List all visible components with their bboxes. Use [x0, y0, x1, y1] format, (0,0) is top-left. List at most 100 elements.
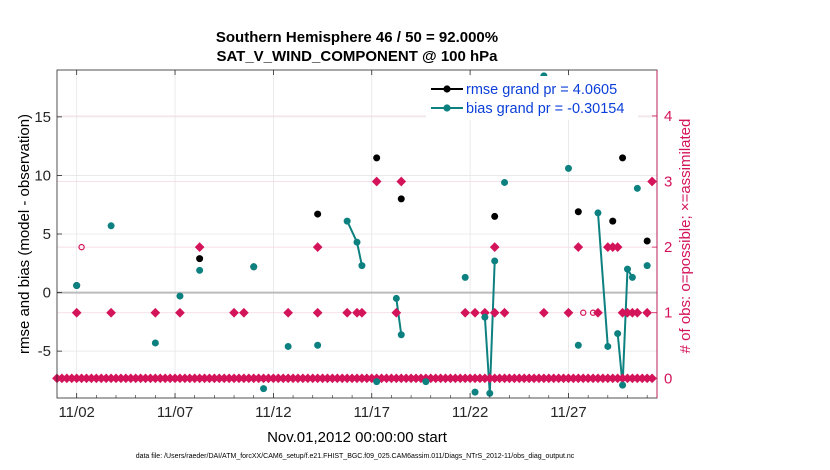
bias-point: [461, 273, 469, 281]
y-tick-label-left: 15: [34, 109, 51, 126]
bias-point: [633, 184, 641, 192]
y-tick-label-right: 4: [664, 108, 672, 125]
bias-point: [343, 217, 351, 225]
bias-point: [574, 341, 582, 349]
obs-possible-point: [589, 309, 597, 316]
chart-title-line1: Southern Hemisphere 46 / 50 = 92.000%: [216, 29, 498, 46]
bias-point: [314, 341, 322, 349]
rmse-point: [619, 154, 627, 162]
rmse-point: [643, 237, 651, 245]
legend-box: [426, 76, 638, 120]
bias-point: [422, 378, 430, 386]
bias-point: [397, 331, 405, 339]
right-y-axis-ticks: 0 1 2 3 4: [652, 108, 672, 387]
x-tick-label: 11/07: [157, 404, 193, 421]
obs-assimilated-point: [593, 307, 603, 318]
obs-assimilated-point: [573, 242, 584, 252]
y-tick-label-left: -5: [38, 343, 51, 360]
bias-point: [486, 389, 494, 397]
bias-point: [260, 385, 268, 393]
legend: rmse grand pr = 4.0605 bias grand pr = -…: [426, 76, 638, 120]
obs-assimilated-point: [371, 176, 382, 187]
y-tick-label-left: 0: [43, 285, 51, 302]
bias-point: [501, 178, 509, 186]
y-axis-left-label: rmse and bias (model - observation): [16, 114, 33, 354]
x-axis-ticks: 11/02 11/07 11/12 11/17 11/22 11/27: [58, 70, 648, 421]
bias-point: [471, 388, 479, 396]
obs-assimilated-point: [312, 242, 323, 252]
obs-assimilated-point: [489, 242, 500, 252]
obs-possible-point: [78, 243, 85, 251]
obs-assimilated-point: [642, 307, 653, 318]
bias-point: [284, 342, 292, 350]
bias-point: [392, 294, 400, 302]
obs-assimilated-point: [632, 307, 643, 318]
bias-point: [73, 282, 81, 290]
legend-rmse-label: rmse grand pr = 4.0605: [466, 82, 617, 98]
bias-point: [619, 381, 627, 389]
bias-point: [614, 330, 622, 338]
rmse-point: [574, 208, 582, 216]
rmse-point: [373, 154, 381, 162]
obs-count-markers: [52, 176, 657, 384]
x-tick-label: 11/17: [354, 404, 390, 421]
rmse-point: [491, 212, 499, 220]
left-y-axis-ticks: -5 0 5 10 15: [34, 109, 62, 360]
x-tick-label: 11/02: [58, 404, 94, 421]
bias-point: [353, 238, 361, 246]
y-axis-right-label: # of obs: o=possible; ×=assimilated: [677, 119, 694, 354]
legend-bias-marker: [443, 104, 451, 112]
bias-point: [643, 262, 651, 270]
obs-assimilated-point: [563, 307, 574, 318]
bias-point: [491, 257, 499, 265]
legend-rmse-marker: [443, 85, 451, 93]
bias-point: [196, 266, 204, 274]
y-tick-label-right: 1: [664, 305, 672, 322]
bias-point: [481, 313, 489, 321]
footer-data-file: data file: /Users/raeder/DAI/ATM_forcXX/…: [136, 453, 575, 460]
obs-assimilated-point: [460, 307, 471, 318]
obs-assimilated-point: [357, 307, 367, 318]
bias-point: [623, 265, 631, 273]
bias-point: [151, 339, 159, 347]
obs-assimilated-point: [499, 307, 510, 318]
y-tick-label-right: 3: [664, 174, 672, 191]
obs-assimilated-point: [106, 307, 116, 318]
obs-assimilated-point: [396, 176, 407, 187]
bias-point: [107, 222, 115, 230]
bias-point: [373, 378, 381, 386]
y-tick-label-left: 5: [43, 226, 51, 243]
y-tick-label-right: 2: [664, 239, 672, 256]
legend-bias-label: bias grand pr = -0.30154: [466, 101, 624, 117]
obs-assimilated-point: [391, 307, 402, 318]
obs-assimilated-point: [612, 242, 623, 252]
plot-area: 11/02 11/07 11/12 11/17 11/22 11/27 -5051015 …: [34, 69, 672, 421]
rmse-point: [196, 255, 204, 263]
bias-point: [604, 342, 612, 350]
obs-possible-point: [176, 309, 184, 316]
bias-line: [616, 265, 634, 386]
y-tick-label-left: 10: [34, 167, 51, 184]
x-tick-label: 11/12: [255, 404, 291, 421]
obs-assimilated-point: [470, 307, 480, 318]
bias-line: [597, 212, 609, 347]
bias-series-markers: [73, 72, 651, 397]
bias-point: [594, 209, 602, 217]
obs-assimilated-point: [150, 307, 161, 318]
x-tick-label: 11/22: [452, 404, 488, 421]
obs-assimilated-point: [194, 242, 205, 252]
obs-assimilated-point: [71, 307, 82, 318]
y-tick-label-right: 0: [664, 370, 672, 387]
chart-title-line2: SAT_V_WIND_COMPONENT @ 100 hPa: [216, 48, 498, 65]
bias-point: [250, 263, 258, 271]
x-axis-label: Nov.01,2012 00:00:00 start: [267, 429, 448, 446]
bias-line: [395, 298, 403, 335]
rmse-point: [609, 217, 617, 225]
bias-point: [176, 292, 184, 300]
obs-assimilated-point: [489, 307, 500, 318]
x-tick-label: 11/27: [550, 404, 586, 421]
obs-assimilated-point: [539, 307, 549, 318]
bias-point: [628, 273, 636, 281]
obs-possible-point: [580, 309, 587, 316]
